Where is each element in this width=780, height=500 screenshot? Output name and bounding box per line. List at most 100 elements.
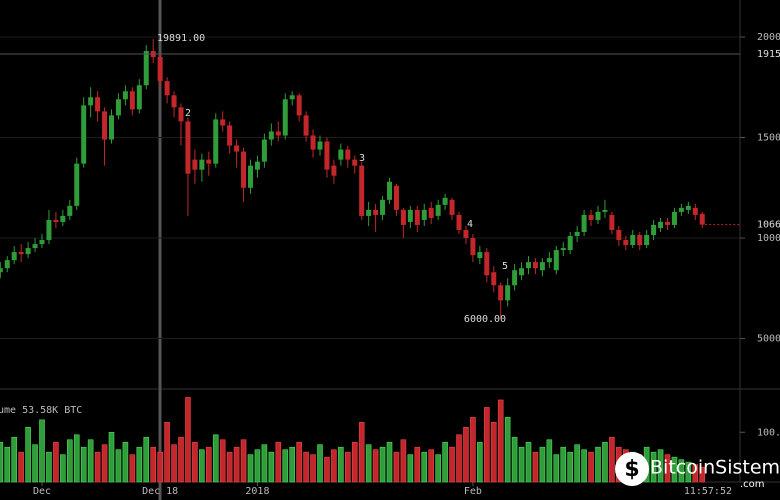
candle-body bbox=[115, 99, 121, 116]
price-marker-label: 1915 bbox=[757, 49, 780, 60]
volume-bar bbox=[4, 446, 11, 483]
volume-bar bbox=[504, 417, 511, 483]
volume-bar bbox=[421, 451, 428, 483]
annotation: 3 bbox=[359, 153, 365, 164]
volume-bar bbox=[671, 456, 678, 483]
candle-body bbox=[234, 145, 240, 152]
candle-body bbox=[324, 141, 330, 170]
volume-bar bbox=[73, 434, 80, 483]
volume-bar bbox=[317, 444, 323, 483]
crosshair bbox=[158, 0, 162, 500]
candle-body bbox=[25, 248, 31, 255]
x-tick-label: 2018 bbox=[245, 486, 269, 497]
candle-body bbox=[671, 211, 677, 225]
volume-bar bbox=[254, 449, 261, 483]
candle-body bbox=[136, 85, 142, 110]
annotation: 5 bbox=[502, 261, 508, 272]
candle-body bbox=[498, 285, 504, 301]
volume-bar bbox=[532, 451, 539, 483]
candle-body bbox=[109, 115, 114, 140]
candle-body bbox=[526, 262, 531, 269]
candle-body bbox=[185, 121, 191, 174]
volume-bar bbox=[609, 436, 615, 483]
candle-body bbox=[519, 268, 525, 276]
candle-body bbox=[699, 213, 705, 225]
volume-bar bbox=[428, 449, 435, 483]
candle-body bbox=[456, 214, 462, 230]
volume-bar bbox=[67, 439, 73, 483]
volume-bar bbox=[18, 451, 24, 483]
candle-body bbox=[678, 207, 684, 212]
candle-body bbox=[637, 235, 643, 246]
volume-bar bbox=[351, 441, 358, 483]
candle-body bbox=[310, 135, 316, 150]
candle-body bbox=[289, 95, 295, 100]
candle-body bbox=[644, 235, 650, 246]
candle-body bbox=[421, 209, 427, 220]
volume-bar bbox=[490, 422, 497, 483]
candle-body bbox=[449, 199, 455, 215]
volume-bar bbox=[115, 449, 122, 483]
volume-bar bbox=[449, 446, 455, 483]
volume-bar bbox=[185, 397, 191, 483]
candle-body bbox=[317, 141, 323, 150]
volume-bar bbox=[338, 446, 344, 483]
volume-bar bbox=[393, 451, 400, 483]
candle-body bbox=[95, 97, 101, 112]
volume-bar bbox=[178, 436, 184, 483]
volume-bar bbox=[372, 449, 379, 483]
candle-body bbox=[539, 262, 545, 271]
candle-body bbox=[0, 268, 3, 273]
candle-body bbox=[595, 211, 601, 220]
volume-bar bbox=[32, 444, 38, 483]
candle-body bbox=[46, 219, 52, 241]
candle-body bbox=[39, 240, 45, 245]
x-tick-label: Feb bbox=[464, 486, 482, 497]
candle-body bbox=[143, 51, 149, 86]
watermark-icon bbox=[615, 452, 649, 486]
candle-body bbox=[359, 165, 365, 216]
candle-body bbox=[331, 165, 337, 176]
candle-body bbox=[442, 197, 448, 205]
candle-body bbox=[241, 151, 247, 188]
candle-body bbox=[338, 149, 344, 160]
volume-bar bbox=[143, 436, 150, 483]
time-label: 11:57:52 bbox=[684, 486, 732, 497]
volume-bar bbox=[574, 444, 580, 483]
candle-body bbox=[366, 209, 372, 216]
candle-body bbox=[567, 236, 573, 251]
volume-bar bbox=[275, 441, 282, 483]
volume-bar bbox=[310, 454, 316, 483]
candle-body bbox=[630, 235, 636, 246]
annotation: 6000.00 bbox=[464, 314, 506, 325]
candle-body bbox=[588, 214, 594, 220]
volume-bar bbox=[212, 434, 219, 483]
candle-body bbox=[470, 238, 476, 256]
volume-bar bbox=[497, 399, 504, 483]
volume-bar bbox=[324, 456, 330, 483]
volume-bar bbox=[108, 431, 115, 483]
candle-body bbox=[220, 119, 226, 126]
volume-bar bbox=[685, 461, 692, 483]
candle-body bbox=[560, 248, 566, 251]
volume-bar bbox=[129, 454, 136, 483]
candle-body bbox=[546, 258, 552, 263]
volume-bar bbox=[136, 446, 143, 483]
annotation: 2 bbox=[185, 108, 191, 119]
price-marker-box bbox=[741, 217, 780, 232]
y-tick-label: 5000 bbox=[757, 334, 780, 345]
volume-bar bbox=[358, 422, 365, 483]
volume-bar bbox=[664, 454, 671, 483]
candle-body bbox=[532, 262, 538, 269]
volume-bar bbox=[101, 444, 108, 483]
volume-bar bbox=[233, 446, 240, 483]
candle-body bbox=[407, 209, 413, 222]
volume-bar bbox=[567, 451, 574, 483]
volume-bar bbox=[206, 446, 212, 483]
candle-body bbox=[609, 214, 615, 230]
volume-bar bbox=[595, 446, 601, 483]
price-marker-label: 1066 bbox=[757, 220, 780, 231]
candle-body bbox=[387, 181, 392, 200]
volume-bar bbox=[39, 419, 45, 483]
